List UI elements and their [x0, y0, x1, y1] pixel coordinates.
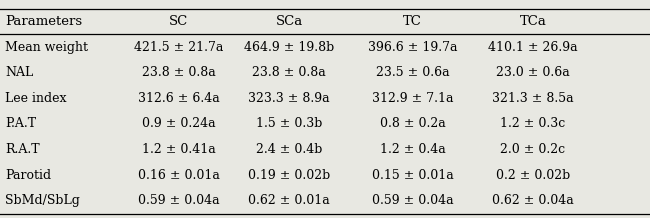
Text: R.A.T: R.A.T: [5, 143, 40, 156]
Text: 0.8 ± 0.2a: 0.8 ± 0.2a: [380, 118, 446, 131]
Text: 0.15 ± 0.01a: 0.15 ± 0.01a: [372, 169, 454, 182]
Text: 1.2 ± 0.41a: 1.2 ± 0.41a: [142, 143, 216, 156]
Text: 312.9 ± 7.1a: 312.9 ± 7.1a: [372, 92, 454, 105]
Text: Lee index: Lee index: [5, 92, 67, 105]
Text: TC: TC: [403, 15, 422, 28]
Text: 23.8 ± 0.8a: 23.8 ± 0.8a: [252, 66, 326, 79]
Text: 323.3 ± 8.9a: 323.3 ± 8.9a: [248, 92, 330, 105]
Text: 0.59 ± 0.04a: 0.59 ± 0.04a: [372, 194, 454, 207]
Text: TCa: TCa: [519, 15, 547, 28]
Text: 464.9 ± 19.8b: 464.9 ± 19.8b: [244, 41, 334, 54]
Text: 410.1 ± 26.9a: 410.1 ± 26.9a: [488, 41, 578, 54]
Text: NAL: NAL: [5, 66, 33, 79]
Text: 0.62 ± 0.01a: 0.62 ± 0.01a: [248, 194, 330, 207]
Text: SCa: SCa: [276, 15, 303, 28]
Text: 23.0 ± 0.6a: 23.0 ± 0.6a: [496, 66, 570, 79]
Text: 0.59 ± 0.04a: 0.59 ± 0.04a: [138, 194, 220, 207]
Text: P.A.T: P.A.T: [5, 118, 36, 131]
Text: 1.5 ± 0.3b: 1.5 ± 0.3b: [256, 118, 322, 131]
Text: SC: SC: [169, 15, 188, 28]
Text: Parotid: Parotid: [5, 169, 51, 182]
Text: 1.2 ± 0.3c: 1.2 ± 0.3c: [500, 118, 566, 131]
Text: 0.62 ± 0.04a: 0.62 ± 0.04a: [492, 194, 574, 207]
Text: SbMd/SbLg: SbMd/SbLg: [5, 194, 80, 207]
Text: 2.4 ± 0.4b: 2.4 ± 0.4b: [256, 143, 322, 156]
Text: Parameters: Parameters: [5, 15, 83, 28]
Text: 0.2 ± 0.02b: 0.2 ± 0.02b: [496, 169, 570, 182]
Text: 421.5 ± 21.7a: 421.5 ± 21.7a: [134, 41, 224, 54]
Text: 0.16 ± 0.01a: 0.16 ± 0.01a: [138, 169, 220, 182]
Text: 0.19 ± 0.02b: 0.19 ± 0.02b: [248, 169, 330, 182]
Text: 2.0 ± 0.2c: 2.0 ± 0.2c: [500, 143, 566, 156]
Text: 23.5 ± 0.6a: 23.5 ± 0.6a: [376, 66, 450, 79]
Text: 23.8 ± 0.8a: 23.8 ± 0.8a: [142, 66, 216, 79]
Text: 312.6 ± 6.4a: 312.6 ± 6.4a: [138, 92, 220, 105]
Text: 1.2 ± 0.4a: 1.2 ± 0.4a: [380, 143, 446, 156]
Text: 0.9 ± 0.24a: 0.9 ± 0.24a: [142, 118, 216, 131]
Text: Mean weight: Mean weight: [5, 41, 88, 54]
Text: 321.3 ± 8.5a: 321.3 ± 8.5a: [492, 92, 574, 105]
Text: 396.6 ± 19.7a: 396.6 ± 19.7a: [368, 41, 458, 54]
